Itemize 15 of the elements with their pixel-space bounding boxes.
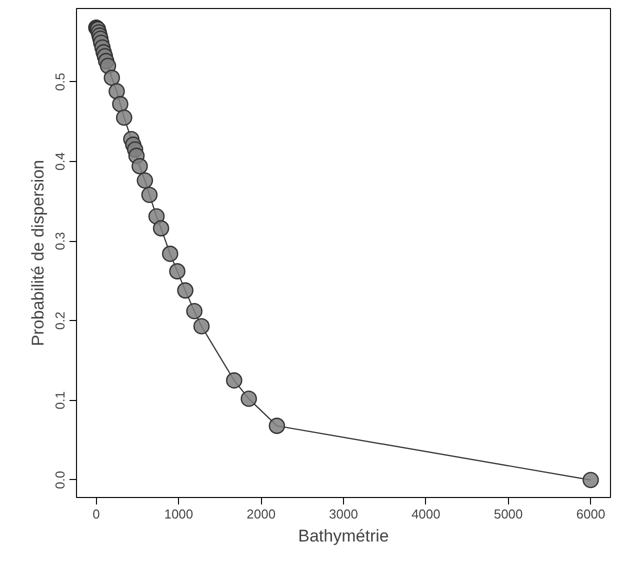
x-tick-label: 6000 xyxy=(576,506,606,522)
x-tick-label: 0 xyxy=(92,506,100,522)
y-tick-label: 0.4 xyxy=(52,152,68,170)
y-axis-title: Probabilité de dispersion xyxy=(28,160,48,346)
x-axis-title: Bathymétrie xyxy=(298,526,389,546)
y-tick-label: 0.5 xyxy=(52,72,68,91)
x-tick-label: 4000 xyxy=(411,506,440,522)
x-tick-label: 1000 xyxy=(164,506,194,522)
x-tick-label: 5000 xyxy=(494,506,523,522)
y-tick-label: 0.1 xyxy=(52,391,68,410)
x-tick-label: 2000 xyxy=(246,506,276,522)
y-tick-label: 0.3 xyxy=(52,232,68,250)
x-tick-label: 3000 xyxy=(329,506,358,522)
y-tick-label: 0.0 xyxy=(52,470,68,490)
y-tick-label: 0.2 xyxy=(52,312,68,330)
